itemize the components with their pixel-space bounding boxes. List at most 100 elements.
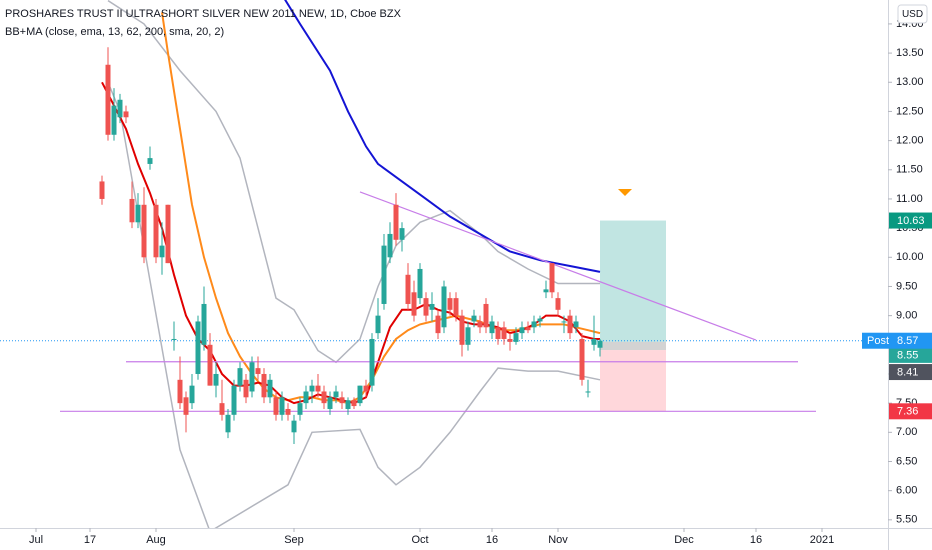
candle-body (375, 315, 381, 334)
candle-body (387, 233, 393, 258)
candle-body (237, 368, 243, 386)
x-tick-label: 16 (750, 534, 762, 546)
candle-body (489, 321, 495, 334)
candle-body (345, 400, 351, 409)
y-tick-label: 11.00 (896, 193, 923, 205)
candle-body (273, 397, 279, 415)
candle-body (441, 286, 447, 328)
x-tick-label: Jul (29, 534, 43, 546)
indicator-legend: BB+MA (close, ema, 13, 62, 200, sma, 20,… (5, 26, 224, 38)
y-tick-label: 6.00 (896, 485, 917, 497)
candle-body (369, 338, 375, 386)
candle-body (327, 397, 333, 409)
candle-body (549, 263, 555, 293)
candle-body (381, 245, 387, 304)
currency-label[interactable]: USD (902, 9, 923, 20)
candle-body (453, 298, 459, 316)
x-tick-label: Sep (284, 534, 304, 546)
candle-body (225, 414, 231, 433)
candle-body (363, 385, 369, 392)
entry-zone (600, 341, 666, 351)
target-label-box (889, 212, 932, 229)
candle-body (429, 303, 435, 310)
candle-body (315, 385, 321, 392)
candle-body (279, 397, 285, 415)
candle-body (141, 204, 147, 258)
candle-body (159, 245, 165, 258)
candle-body (417, 268, 423, 299)
plot-area (0, 0, 888, 528)
x-tick-label: Dec (674, 534, 694, 546)
candle-body (183, 397, 189, 415)
candle-body (471, 315, 477, 322)
candle-body (501, 327, 507, 339)
candle-body (531, 321, 537, 328)
candle-body (333, 391, 339, 398)
x-tick-label: 16 (486, 534, 498, 546)
candle-body (303, 391, 309, 404)
last-price-box (862, 332, 932, 349)
x-tick-label: 17 (84, 534, 96, 546)
candle-body (519, 327, 525, 334)
y-tick-label: 11.50 (896, 164, 923, 176)
candle-body (177, 379, 183, 404)
candle-body (171, 338, 177, 340)
chart-title: PROSHARES TRUST II ULTRASHORT SILVER NEW… (5, 8, 402, 20)
candle-body (507, 338, 513, 342)
candle-body (411, 292, 417, 316)
y-tick-label: 10.00 (896, 251, 924, 263)
candle-body (285, 408, 291, 415)
y-tick-label: 6.50 (896, 455, 917, 467)
candle-body (195, 321, 201, 374)
y-tick-label: 7.00 (896, 426, 917, 438)
candle-body (495, 327, 501, 339)
candle-body (291, 420, 297, 433)
target-label: 10.63 (897, 215, 925, 227)
candle-body (297, 403, 303, 415)
candle-body (219, 403, 225, 415)
candle-body (111, 105, 117, 135)
indicator-line (107, 0, 600, 364)
x-tick-label: Oct (411, 534, 428, 546)
indicator-line (107, 82, 601, 528)
candle-body (243, 379, 249, 398)
entry-label: 8.55 (897, 349, 918, 361)
candle-body (135, 204, 141, 223)
candle-body (483, 303, 489, 328)
axes: 5.506.006.507.007.508.008.509.009.5010.0… (29, 18, 932, 546)
candle-body (261, 373, 267, 398)
candle-body (351, 400, 357, 407)
candle-body (255, 368, 261, 374)
level-label-box (889, 364, 932, 381)
candle-body (309, 385, 315, 392)
candle-body (573, 321, 579, 328)
y-tick-label: 9.50 (896, 280, 917, 292)
candle-body (165, 204, 171, 264)
candle-body (447, 298, 453, 310)
stop-label: 7.36 (897, 406, 918, 418)
candle-body (201, 303, 207, 345)
candle-body (513, 333, 519, 342)
candle-body (153, 204, 159, 258)
entry-label-box (889, 346, 932, 363)
target-zone (600, 220, 666, 342)
y-tick-label: 12.00 (896, 135, 924, 147)
indicator-line (284, 0, 601, 273)
candle-body (465, 327, 471, 345)
candle-body (207, 344, 213, 386)
y-tick-label: 9.00 (896, 310, 917, 322)
stop-zone (600, 350, 666, 412)
currency-button[interactable] (897, 4, 928, 24)
candle-body (357, 385, 363, 404)
stop-label-box (889, 403, 932, 420)
candle-body (105, 64, 111, 135)
candle-body (231, 385, 237, 415)
candle-body (567, 315, 573, 334)
y-tick-label: 13.50 (896, 47, 924, 59)
level-label: 8.41 (897, 366, 918, 378)
x-tick-label: Aug (146, 534, 166, 546)
y-tick-label: 13.00 (896, 76, 924, 88)
candle-body (99, 181, 105, 199)
